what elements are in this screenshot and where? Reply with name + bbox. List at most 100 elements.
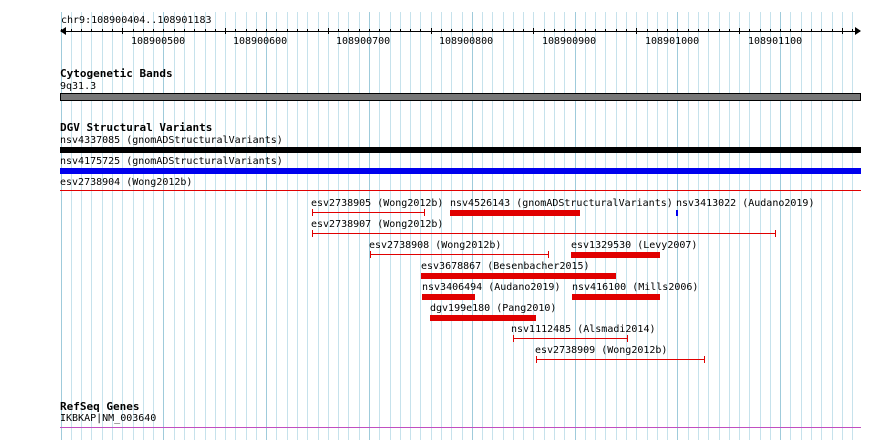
grid-line (71, 12, 72, 440)
variant-end-cap (627, 335, 628, 342)
cytoband-feature[interactable] (60, 93, 861, 101)
grid-line (91, 12, 92, 440)
ruler-minor-tick (184, 29, 185, 32)
ruler-minor-tick (616, 29, 617, 32)
grid-line (595, 12, 596, 440)
ruler-minor-tick (297, 29, 298, 32)
variant-feature[interactable] (421, 273, 616, 279)
variant-feature[interactable] (312, 212, 425, 213)
ruler-minor-tick (81, 29, 82, 32)
grid-line (369, 12, 370, 440)
ruler-tick-label: 108900500 (131, 36, 186, 47)
variant-feature[interactable] (676, 210, 678, 216)
variant-end-cap (513, 335, 514, 342)
grid-line (431, 12, 432, 440)
locus-label: chr9:108900404..108901183 (61, 15, 212, 26)
ruler-minor-tick (348, 29, 349, 32)
track-title-dgv[interactable]: DGV Structural Variants (60, 121, 213, 134)
ruler-minor-tick (698, 29, 699, 32)
variant-feature[interactable] (572, 294, 660, 300)
ruler-major-tick (533, 28, 534, 34)
ruler-major-tick (328, 28, 329, 34)
variant-label: esv2738904 (Wong2012b) (60, 177, 193, 188)
grid-line (184, 12, 185, 440)
ruler-minor-tick (102, 29, 103, 32)
grid-line (585, 12, 586, 440)
variant-feature[interactable] (422, 294, 475, 300)
grid-line (780, 12, 781, 440)
ruler-minor-tick (544, 29, 545, 32)
scroll-right-arrow-icon[interactable] (855, 27, 861, 35)
grid-line (605, 12, 606, 440)
variant-end-cap (536, 356, 537, 363)
variant-label: nsv3413022 (Audano2019) (676, 198, 815, 209)
grid-line (266, 12, 267, 440)
track-title-cytobands[interactable]: Cytogenetic Bands (60, 67, 173, 80)
ruler-minor-tick (729, 29, 730, 32)
grid-line (462, 12, 463, 440)
ruler-minor-tick (266, 29, 267, 32)
ruler-minor-tick (503, 29, 504, 32)
grid-line (636, 12, 637, 440)
ruler-tick-label: 108901000 (645, 36, 700, 47)
grid-line (698, 12, 699, 440)
ruler-minor-tick (832, 29, 833, 32)
track-title-refseq[interactable]: RefSeq Genes (60, 400, 140, 413)
ruler-minor-tick (287, 29, 288, 32)
grid-line (533, 12, 534, 440)
grid-line (677, 12, 678, 440)
ruler-minor-tick (61, 29, 62, 32)
grid-line (143, 12, 144, 440)
variant-feature[interactable] (60, 168, 861, 174)
ruler-minor-tick (318, 29, 319, 32)
ruler-minor-tick (194, 29, 195, 32)
variant-label: esv2738905 (Wong2012b) (311, 198, 444, 209)
ruler-tick-label: 108900800 (439, 36, 494, 47)
variant-feature[interactable] (430, 315, 536, 321)
variant-label: nsv1112485 (Alsmadi2014) (511, 324, 656, 335)
variant-feature[interactable] (312, 233, 776, 234)
gene-feature[interactable] (60, 427, 861, 428)
variant-label: esv2738908 (Wong2012b) (369, 240, 502, 251)
grid-line (626, 12, 627, 440)
grid-line (112, 12, 113, 440)
ruler-minor-tick (554, 29, 555, 32)
scroll-left-arrow-icon[interactable] (60, 27, 66, 35)
variant-label: esv2738907 (Wong2012b) (311, 219, 444, 230)
ruler-tick-label: 108900600 (233, 36, 288, 47)
grid-line (390, 12, 391, 440)
grid-line (359, 12, 360, 440)
grid-line (739, 12, 740, 440)
ruler-minor-tick (246, 29, 247, 32)
variant-end-cap (775, 230, 776, 237)
ruler-minor-tick (790, 29, 791, 32)
ruler-major-tick (739, 28, 740, 34)
ruler-minor-tick (133, 29, 134, 32)
ruler-minor-tick (420, 29, 421, 32)
variant-feature[interactable] (536, 359, 705, 360)
grid-line (420, 12, 421, 440)
variant-feature[interactable] (513, 338, 628, 339)
ruler-minor-tick (492, 29, 493, 32)
ruler-major-tick (225, 28, 226, 34)
variant-feature[interactable] (571, 252, 660, 258)
grid-line (215, 12, 216, 440)
ruler-minor-tick (379, 29, 380, 32)
grid-line (554, 12, 555, 440)
variant-feature[interactable] (370, 254, 549, 255)
ruler-minor-tick (595, 29, 596, 32)
ruler-minor-tick (235, 29, 236, 32)
ruler-minor-tick (626, 29, 627, 32)
grid-line (832, 12, 833, 440)
grid-line (790, 12, 791, 440)
variant-label: nsv4337085 (gnomADStructuralVariants) (60, 135, 283, 146)
ruler-minor-tick (513, 29, 514, 32)
ruler-minor-tick (143, 29, 144, 32)
grid-line (842, 12, 843, 440)
variant-feature[interactable] (450, 210, 580, 216)
ruler-minor-tick (605, 29, 606, 32)
variant-feature[interactable] (60, 190, 861, 191)
grid-line (297, 12, 298, 440)
variant-feature[interactable] (60, 147, 861, 153)
grid-line (61, 12, 62, 440)
